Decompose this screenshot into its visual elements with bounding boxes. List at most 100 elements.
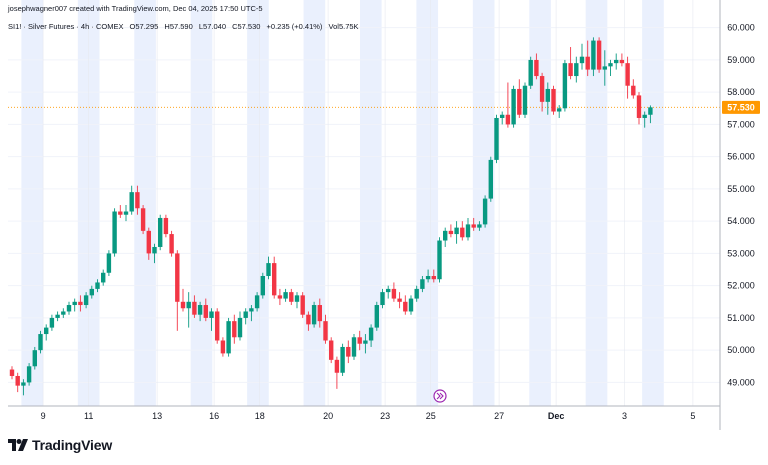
candle — [78, 295, 83, 312]
candle-body — [78, 301, 83, 306]
candle — [608, 59, 613, 77]
candle — [44, 324, 49, 341]
candle — [448, 224, 454, 238]
candle — [49, 314, 55, 331]
candle — [511, 85, 516, 128]
candle — [368, 324, 374, 347]
candle-body — [192, 301, 197, 315]
candle — [522, 82, 528, 118]
candle-body — [374, 305, 379, 328]
candle — [140, 205, 146, 235]
candle — [317, 298, 322, 328]
candle — [500, 111, 505, 125]
candle-body — [55, 314, 60, 318]
candle — [614, 53, 619, 70]
symbol-title[interactable]: SI1! · Silver Futures · 4h · COMEX — [8, 22, 124, 31]
candle — [539, 72, 545, 112]
candles — [9, 37, 653, 396]
candle-body — [118, 211, 123, 215]
candle — [380, 288, 385, 309]
time-tick-label: 16 — [209, 411, 219, 421]
open-value: O57.295 — [129, 22, 159, 31]
candle-body — [243, 311, 248, 318]
candle — [272, 256, 277, 299]
candle — [294, 292, 300, 309]
candle-body — [562, 63, 568, 109]
close-value: C57.530 — [232, 22, 261, 31]
candle — [146, 227, 151, 260]
candle — [329, 337, 334, 364]
candle-body — [368, 327, 374, 341]
candle-body — [403, 301, 408, 312]
candle — [528, 56, 533, 89]
candle-body — [517, 88, 522, 115]
candle — [95, 279, 100, 293]
candle-body — [568, 63, 573, 77]
candle — [625, 56, 630, 99]
candle-body — [129, 192, 134, 212]
candle — [243, 308, 248, 325]
candle-body — [49, 317, 55, 328]
candle — [505, 82, 511, 128]
candle-body — [66, 305, 72, 312]
price-axis: 60.000 59.000 58.000 57.000 56.000 55.000 54.0… — [727, 23, 755, 388]
chart-credit: josephwagner007 created with TradingView… — [8, 4, 263, 13]
candle-body — [169, 234, 174, 254]
candle — [431, 269, 436, 283]
symbol-legend: SI1! · Silver Futures · 4h · COMEX O57.2… — [8, 22, 363, 31]
candle — [260, 272, 265, 299]
goto-realtime-button[interactable] — [433, 389, 447, 403]
candle-body — [140, 208, 146, 231]
time-tick-label: 20 — [323, 411, 333, 421]
candle — [488, 156, 493, 202]
candle — [32, 346, 37, 370]
candle — [61, 308, 66, 318]
candle-body — [408, 298, 414, 312]
time-tick-label: 11 — [84, 411, 93, 421]
candle-body — [289, 292, 294, 302]
candle-body — [596, 40, 602, 70]
candle-body — [642, 114, 647, 118]
candle — [186, 292, 191, 328]
candle-body — [557, 108, 562, 112]
time-tick-label: 18 — [255, 411, 265, 421]
tradingview-logo[interactable]: TradingView — [8, 437, 112, 453]
candle-body — [522, 85, 528, 115]
candle — [192, 295, 197, 318]
candle — [443, 227, 448, 247]
candle-body — [574, 63, 579, 77]
candle — [266, 256, 271, 280]
candle — [226, 317, 231, 357]
candle-body — [340, 346, 345, 373]
candle-body — [249, 308, 254, 312]
candle — [494, 114, 499, 164]
candle-body — [317, 305, 322, 322]
candle — [15, 372, 20, 393]
candle-body — [203, 305, 208, 318]
candle-body — [614, 59, 619, 64]
low-value: L57.040 — [198, 22, 226, 31]
candle — [346, 340, 351, 364]
time-tick-label: Dec — [548, 411, 565, 421]
candle — [118, 205, 123, 218]
candle-body — [146, 230, 151, 254]
candle-body — [460, 227, 465, 238]
candle-body — [539, 76, 545, 102]
candle — [283, 288, 288, 302]
candle-body — [380, 292, 385, 306]
candle — [585, 40, 590, 77]
candle — [374, 301, 379, 331]
candle — [534, 53, 539, 80]
candle-body — [363, 340, 368, 344]
candle — [471, 217, 476, 231]
candle — [72, 298, 77, 312]
candle — [163, 214, 169, 238]
candle-body — [334, 359, 340, 373]
price-tick-label: 49.000 — [727, 377, 755, 387]
candle — [386, 285, 391, 299]
candle — [403, 295, 408, 315]
candle — [408, 295, 414, 315]
session-band — [190, 0, 213, 406]
candle — [277, 288, 283, 306]
